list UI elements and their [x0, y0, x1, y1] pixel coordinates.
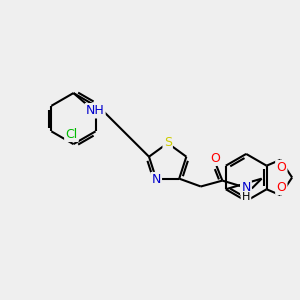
Text: H: H — [242, 192, 250, 202]
Text: S: S — [164, 136, 172, 148]
Text: N: N — [152, 173, 161, 186]
Text: NH: NH — [86, 104, 104, 117]
Text: N: N — [241, 181, 250, 194]
Text: O: O — [211, 152, 220, 164]
Text: O: O — [276, 161, 286, 174]
Text: O: O — [276, 181, 286, 194]
Text: Cl: Cl — [65, 128, 78, 141]
